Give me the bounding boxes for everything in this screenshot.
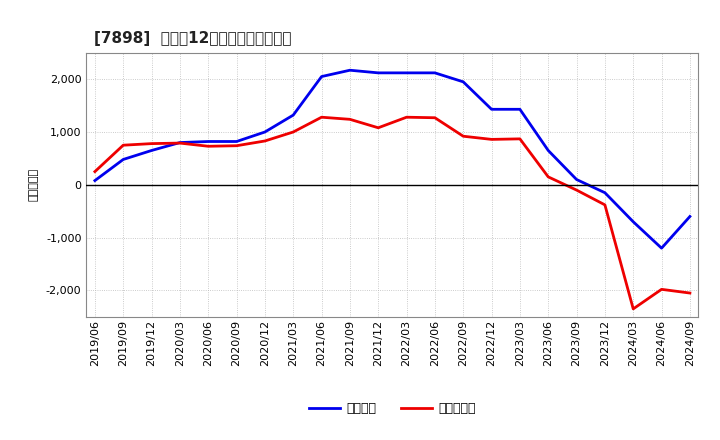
- Text: [7898]  利益の12か月移動合計の推移: [7898] 利益の12か月移動合計の推移: [94, 31, 291, 46]
- 当期純利益: [516, 136, 524, 142]
- 経常利益: [657, 246, 666, 251]
- 当期純利益: [600, 202, 609, 208]
- 当期純利益: [459, 134, 467, 139]
- 当期純利益: [346, 117, 354, 122]
- 当期純利益: [572, 187, 581, 193]
- 当期純利益: [318, 114, 326, 120]
- 当期純利益: [629, 306, 637, 312]
- 経常利益: [431, 70, 439, 76]
- 経常利益: [544, 148, 552, 153]
- Line: 当期純利益: 当期純利益: [95, 117, 690, 309]
- 経常利益: [318, 74, 326, 79]
- 当期純利益: [233, 143, 241, 148]
- 経常利益: [600, 190, 609, 195]
- 経常利益: [346, 68, 354, 73]
- 当期純利益: [487, 137, 496, 142]
- 経常利益: [204, 139, 212, 144]
- 経常利益: [148, 148, 156, 153]
- 当期純利益: [374, 125, 382, 130]
- Y-axis label: （百万円）: （百万円）: [29, 168, 39, 202]
- 当期純利益: [261, 138, 269, 143]
- 経常利益: [572, 177, 581, 182]
- Legend: 経常利益, 当期純利益: 経常利益, 当期純利益: [304, 397, 481, 420]
- 経常利益: [289, 113, 297, 118]
- 当期純利益: [119, 143, 127, 148]
- 経常利益: [629, 219, 637, 224]
- 当期純利益: [657, 287, 666, 292]
- 経常利益: [119, 157, 127, 162]
- 経常利益: [402, 70, 411, 76]
- 当期純利益: [402, 114, 411, 120]
- 経常利益: [685, 214, 694, 219]
- 当期純利益: [176, 140, 184, 146]
- 当期純利益: [544, 174, 552, 180]
- 当期純利益: [148, 141, 156, 146]
- 当期純利益: [91, 169, 99, 174]
- 当期純利益: [431, 115, 439, 121]
- 経常利益: [261, 129, 269, 135]
- Line: 経常利益: 経常利益: [95, 70, 690, 248]
- 当期純利益: [685, 290, 694, 296]
- 経常利益: [516, 106, 524, 112]
- 経常利益: [176, 140, 184, 145]
- 経常利益: [233, 139, 241, 144]
- 経常利益: [91, 178, 99, 183]
- 当期純利益: [204, 143, 212, 149]
- 経常利益: [374, 70, 382, 76]
- 経常利益: [459, 79, 467, 84]
- 当期純利益: [289, 129, 297, 135]
- 経常利益: [487, 106, 496, 112]
